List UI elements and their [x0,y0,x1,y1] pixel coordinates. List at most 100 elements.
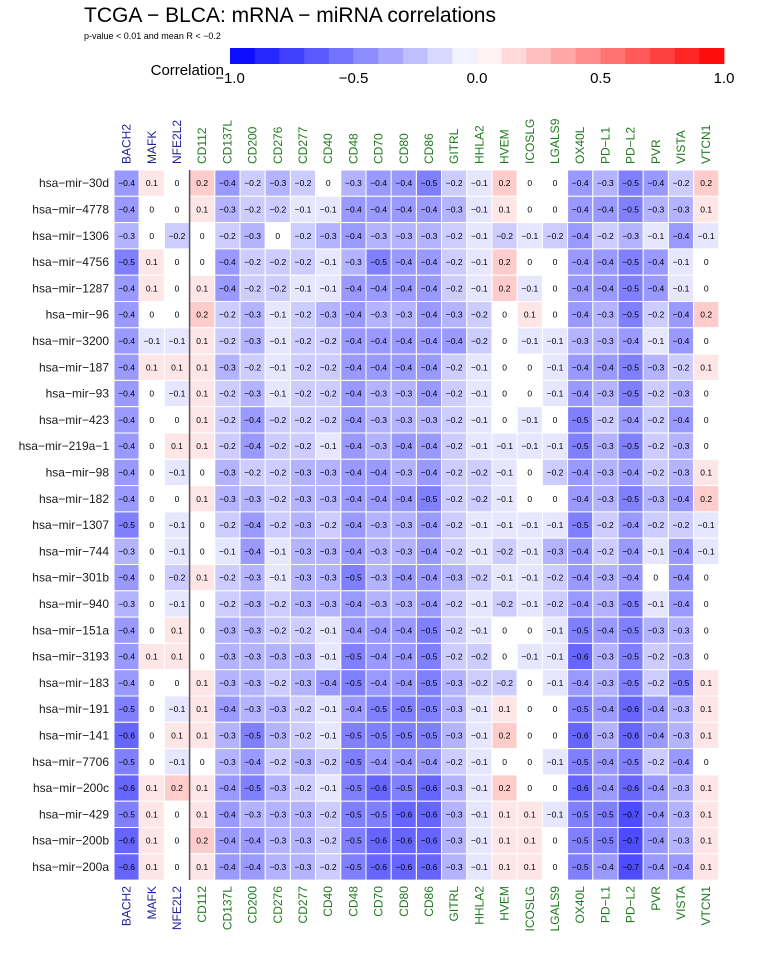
heatmap-cell [315,853,342,881]
cell-value-label: 0 [553,178,558,188]
cell-value-label: 0 [200,546,205,556]
cell-value-label: −0.4 [673,573,690,583]
cell-value-label: −0.1 [496,494,513,504]
cell-value-label: 0 [653,573,658,583]
cell-value-label: −0.2 [269,204,286,214]
cell-value-label: −0.5 [572,809,589,819]
heatmap-cell [667,511,695,539]
heatmap-cell [592,748,619,776]
column-label-top: CD70 [372,133,386,164]
column-label-top: LGALS9 [548,118,562,164]
cell-value-label: −0.3 [295,573,312,583]
cell-value-label: −0.4 [673,599,690,609]
cell-value-label: −0.5 [370,257,387,267]
cell-value-label: −0.5 [345,809,362,819]
cell-value-label: −0.6 [622,730,639,740]
heatmap-cell [163,248,191,276]
cell-value-label: −0.2 [647,310,664,320]
cell-value-label: −0.4 [345,204,362,214]
cell-value-label: −0.4 [370,757,387,767]
cell-value-label: 0 [527,494,532,504]
heatmap-cell [693,564,720,592]
cell-value-label: −0.2 [471,652,488,662]
cell-value-label: −0.3 [597,336,614,346]
cell-value-label: −0.4 [118,625,135,635]
cell-value-label: −0.4 [345,389,362,399]
row-label: hsa−mir−4756 [32,255,109,269]
cell-value-label: −0.5 [421,178,438,188]
heatmap-cell [113,222,140,250]
cell-value-label: −0.6 [421,862,438,872]
cell-value-label: −0.2 [295,704,312,714]
cell-value-label: −0.3 [446,204,463,214]
cell-value-label: −0.4 [622,546,639,556]
heatmap-cell [239,695,266,723]
heatmap-cell [315,248,342,276]
cell-value-label: 0.2 [499,783,511,793]
cell-value-label: −0.5 [345,652,362,662]
cell-value-label: −0.2 [244,257,261,267]
cell-value-label: 0.1 [499,836,511,846]
heatmap-cell [667,353,695,381]
cell-value-label: −0.4 [395,757,412,767]
cell-value-label: −0.4 [421,336,438,346]
cell-value-label: −0.4 [597,204,614,214]
cell-value-label: −0.3 [597,441,614,451]
cell-value-label: 0.1 [146,178,158,188]
cell-value-label: −0.4 [673,310,690,320]
cell-value-label: −0.4 [244,415,261,425]
cell-value-label: 0 [553,704,558,714]
heatmap-cell [340,511,367,539]
cell-value-label: 0 [175,178,180,188]
column-label-top: CD40 [321,133,335,164]
heatmap-cell [466,379,493,408]
cell-value-label: −0.4 [345,546,362,556]
heatmap-cell [567,248,594,276]
cell-value-label: −0.4 [572,546,589,556]
cell-value-label: 0 [527,204,532,214]
cell-value-label: −0.4 [622,467,639,477]
heatmap-cell [693,590,720,618]
cell-value-label: 0.1 [146,862,158,872]
heatmap-cell [592,169,619,197]
cell-value-label: −0.1 [521,415,538,425]
heatmap-cell [289,590,317,618]
cell-value-label: −0.3 [320,231,337,241]
cell-value-label: 0.2 [196,836,208,846]
cell-value-label: −0.3 [597,730,614,740]
cell-value-label: 0 [149,730,154,740]
cell-value-label: −0.2 [295,441,312,451]
cell-value-label: −0.2 [597,546,614,556]
column-label-top: CD86 [422,133,436,164]
cell-value-label: 0 [502,389,507,399]
heatmap-cell [239,406,266,434]
cell-value-label: 0.2 [700,310,712,320]
cell-value-label: −0.3 [395,599,412,609]
heatmap-cell [113,327,140,355]
cell-value-label: 0.1 [146,809,158,819]
column-label-bottom: CD200 [246,886,260,924]
cell-value-label: −0.6 [622,704,639,714]
cell-value-label: −0.2 [219,599,236,609]
cell-value-label: −0.4 [345,494,362,504]
cell-value-label: 0 [175,283,180,293]
cell-value-label: −0.5 [572,415,589,425]
heatmap-cell [315,564,342,592]
cell-value-label: −0.4 [370,467,387,477]
cell-value-label: −0.2 [673,362,690,372]
row-labels: hsa−mir−30d hsa−mir−4778 hsa−mir−1306 hsa−m… [19,176,110,874]
cell-value-label: 0 [275,231,280,241]
cell-value-label: −0.4 [572,678,589,688]
heatmap-cell [541,327,569,355]
cell-value-label: −0.4 [219,862,236,872]
cell-value-label: 0 [553,494,558,504]
heatmap-cell [693,537,720,566]
heatmap-cell [340,485,367,513]
heatmap-cell [592,274,619,303]
heatmap-cell [315,432,342,460]
cell-value-label: −0.1 [698,520,715,530]
cell-value-label: −0.2 [647,652,664,662]
heatmap-cell [163,616,191,644]
cell-value-label: −0.4 [395,178,412,188]
heatmap-cell [264,669,291,697]
